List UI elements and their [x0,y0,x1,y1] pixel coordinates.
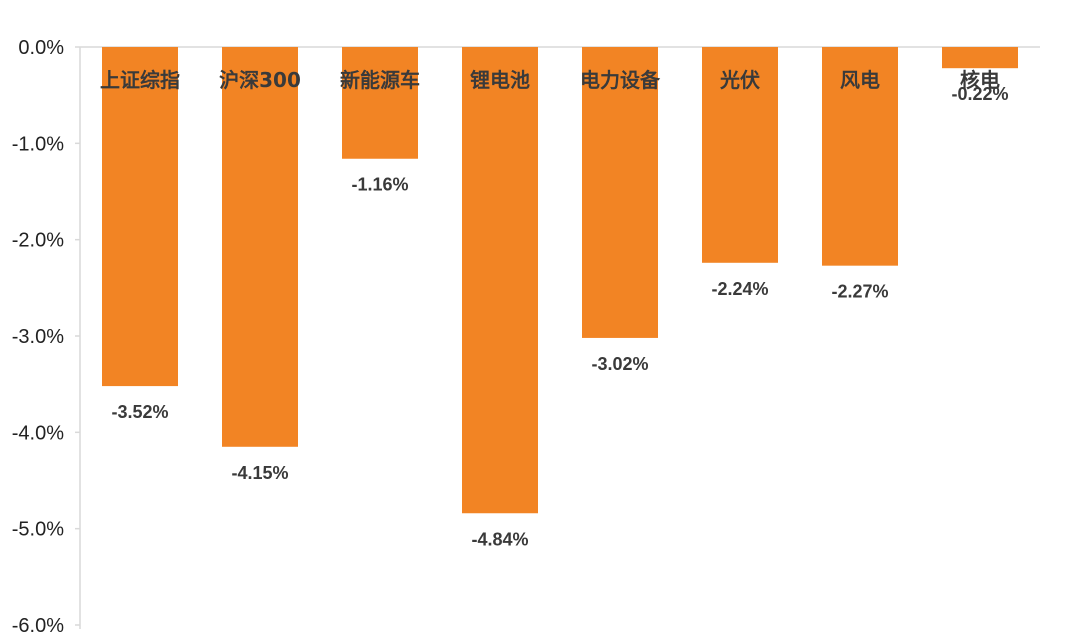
data-label: -0.22% [951,84,1008,104]
category-label: 电力设备 [580,68,661,92]
y-tick-label: -5.0% [12,519,64,541]
y-tick-label: -1.0% [12,133,64,155]
y-tick-label: -3.0% [12,326,64,348]
bar [462,47,538,514]
data-label: -4.84% [471,529,528,549]
data-label: -4.15% [231,463,288,483]
bar [222,47,298,447]
y-tick-label: 0.0% [18,37,64,59]
bar [942,47,1018,69]
data-label: -2.24% [711,279,768,299]
bar [342,47,418,159]
data-label: -3.52% [111,402,168,422]
category-label: 锂电池 [470,68,530,92]
y-tick-label: -2.0% [12,230,64,252]
category-label: 风电 [840,68,880,92]
data-label: -1.16% [351,175,408,195]
data-label: -2.27% [831,282,888,302]
category-label: 光伏 [719,68,760,92]
bars [102,47,1018,514]
category-label: 新能源车 [340,68,420,92]
bar [822,47,898,266]
labels: 上证综指 -3.52% 沪深300 -4.15% 新能源车 -1.16% 锂电池 -4.84%… [100,68,1009,549]
y-tick-label: -6.0% [12,615,64,637]
y-tick-label: -4.0% [12,422,64,444]
bar [102,47,178,387]
category-label: 上证综指 [100,68,180,92]
data-label: -3.02% [591,354,648,374]
category-label: 核电 [960,68,1000,92]
bar [702,47,778,263]
category-label: 沪深300 [219,68,301,92]
bar [582,47,658,338]
